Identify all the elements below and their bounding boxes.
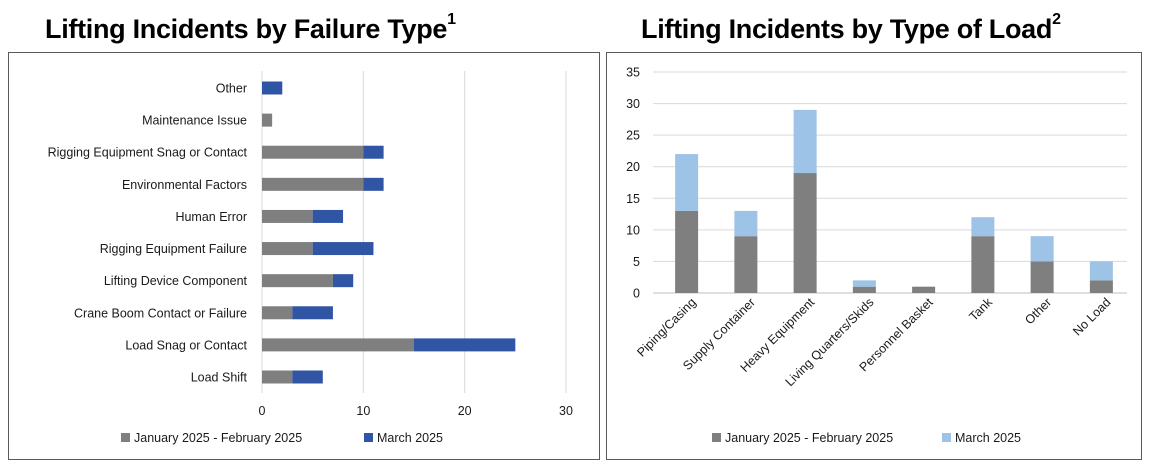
legend-swatch-march (364, 433, 373, 442)
bar-load-shift-march (292, 370, 323, 384)
bar-rigging-equipment-snag-or-contact-jan-feb (262, 145, 364, 159)
failure-type-chart-panel: 0 10 20 30 Other Maintenance Issue Rigging Equ… (8, 52, 600, 460)
bar-environmental-factors-jan-feb (262, 177, 364, 191)
bar-supply-container-jan-feb (734, 236, 758, 293)
category-label-environmental-factors: Environmental Factors (122, 178, 247, 192)
category-label-tank: Tank (966, 295, 995, 324)
bar-heavy-equipment-march (793, 109, 817, 174)
bar-other-march (262, 81, 283, 95)
category-label-load-snag-or-contact: Load Snag or Contact (125, 338, 247, 352)
legend-label-march: March 2025 (955, 431, 1021, 445)
bar-piping-casing-march (675, 154, 699, 211)
bar-no-load-jan-feb (1089, 280, 1113, 293)
legend-label-jan-feb: January 2025 - February 2025 (725, 431, 893, 445)
bar-load-shift-jan-feb (262, 370, 293, 384)
bar-load-snag-or-contact-jan-feb (262, 338, 414, 352)
load-type-chart-panel: 0 5 10 15 20 25 30 35 Piping/Casing Supply Contai… (606, 52, 1142, 460)
legend-swatch-jan-feb (712, 433, 721, 442)
bar-crane-boom-contact-or-failure-march (292, 306, 333, 320)
y-tick-label: 0 (633, 287, 640, 301)
bar-tank-jan-feb (971, 236, 995, 293)
bar-crane-boom-contact-or-failure-jan-feb (262, 306, 293, 320)
x-tick-label: 30 (559, 404, 573, 418)
left-title-footnote: 1 (447, 11, 456, 28)
y-tick-label: 5 (633, 255, 640, 269)
x-tick-label: 10 (356, 404, 370, 418)
x-tick-label: 0 (259, 404, 266, 418)
y-tick-label: 15 (626, 192, 640, 206)
bar-personnel-basket-jan-feb (912, 286, 936, 293)
category-label-no-load: No Load (1070, 295, 1113, 338)
y-tick-label: 35 (626, 66, 640, 80)
failure-type-chart: 0 10 20 30 Other Maintenance Issue Rigging Equ… (48, 71, 573, 445)
bar-living-quarters-skids-jan-feb (852, 286, 876, 293)
bar-supply-container-march (734, 210, 758, 237)
legend-swatch-jan-feb (121, 433, 130, 442)
bar-piping-casing-jan-feb (675, 210, 699, 293)
y-tick-label: 25 (626, 129, 640, 143)
x-tick-label: 20 (458, 404, 472, 418)
bar-rigging-equipment-failure-jan-feb (262, 242, 313, 256)
bar-lifting-device-component-jan-feb (262, 274, 333, 288)
bar-lifting-device-component-march (332, 274, 354, 288)
bar-load-snag-or-contact-march (414, 338, 516, 352)
bar-living-quarters-skids-march (852, 280, 876, 287)
legend-label-jan-feb: January 2025 - February 2025 (134, 431, 302, 445)
y-tick-label: 20 (626, 160, 640, 174)
y-tick-label: 30 (626, 97, 640, 111)
category-label-rigging-equipment-failure: Rigging Equipment Failure (100, 242, 247, 256)
bar-other-march (1030, 236, 1054, 262)
y-tick-label: 10 (626, 223, 640, 237)
legend-label-march: March 2025 (377, 431, 443, 445)
bar-heavy-equipment-jan-feb (793, 173, 817, 293)
bar-human-error-march (312, 209, 344, 223)
bar-human-error-jan-feb (262, 209, 313, 223)
bar-rigging-equipment-failure-march (312, 242, 374, 256)
category-label-rigging-equipment-snag-or-contact: Rigging Equipment Snag or Contact (48, 146, 248, 160)
category-label-other: Other (1022, 295, 1054, 327)
category-label-load-shift: Load Shift (191, 371, 248, 385)
bar-no-load-march (1089, 261, 1113, 281)
category-label-lifting-device-component: Lifting Device Component (104, 274, 248, 288)
category-label-piping-casing: Piping/Casing (634, 295, 698, 359)
right-title-footnote: 2 (1052, 11, 1061, 28)
right-chart-title: Lifting Incidents by Type of Load2 (641, 11, 1061, 44)
category-label-other: Other (216, 82, 247, 96)
category-label-maintenance-issue: Maintenance Issue (142, 114, 247, 128)
bar-maintenance-issue-jan-feb (262, 113, 273, 127)
bar-other-jan-feb (1030, 261, 1054, 293)
category-label-human-error: Human Error (175, 210, 247, 224)
left-chart-title: Lifting Incidents by Failure Type1 (45, 11, 456, 44)
bar-environmental-factors-march (363, 177, 384, 191)
legend-swatch-march (942, 433, 951, 442)
bar-rigging-equipment-snag-or-contact-march (363, 145, 384, 159)
bar-tank-march (971, 217, 995, 237)
category-label-crane-boom-contact-or-failure: Crane Boom Contact or Failure (74, 306, 247, 320)
